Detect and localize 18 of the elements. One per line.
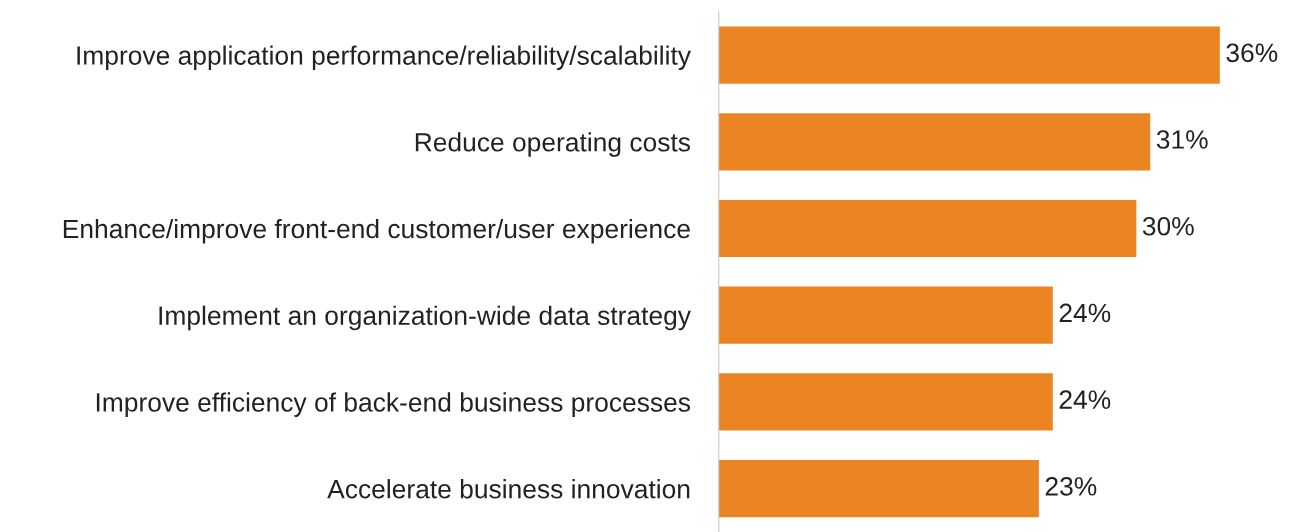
data-label: 24%: [1059, 390, 1111, 409]
y-tick-label: Accelerate business innovation: [327, 479, 690, 499]
y-tick-label: Improve efficiency of back-end business processes: [96, 392, 691, 417]
bar: [718, 286, 1053, 344]
data-label: 30%: [1142, 216, 1194, 236]
y-tick-label: Implement an organization-wide data strategy: [159, 305, 691, 331]
y-tick-label: Reduce operating costs: [415, 132, 691, 157]
data-label: 31%: [1156, 130, 1208, 149]
data-label: 23%: [1045, 477, 1097, 496]
data-label: 24%: [1059, 303, 1111, 323]
y-tick-label: Improve application performance/reliability/scalability: [77, 45, 691, 71]
bar: [718, 373, 1053, 431]
bar: [718, 199, 1137, 258]
bar: [718, 113, 1151, 171]
y-tick-label: Enhance/improve front-end customer/user experience: [63, 218, 690, 244]
data-label: 36%: [1226, 43, 1278, 63]
bar: [718, 460, 1039, 518]
bar: [718, 26, 1220, 84]
